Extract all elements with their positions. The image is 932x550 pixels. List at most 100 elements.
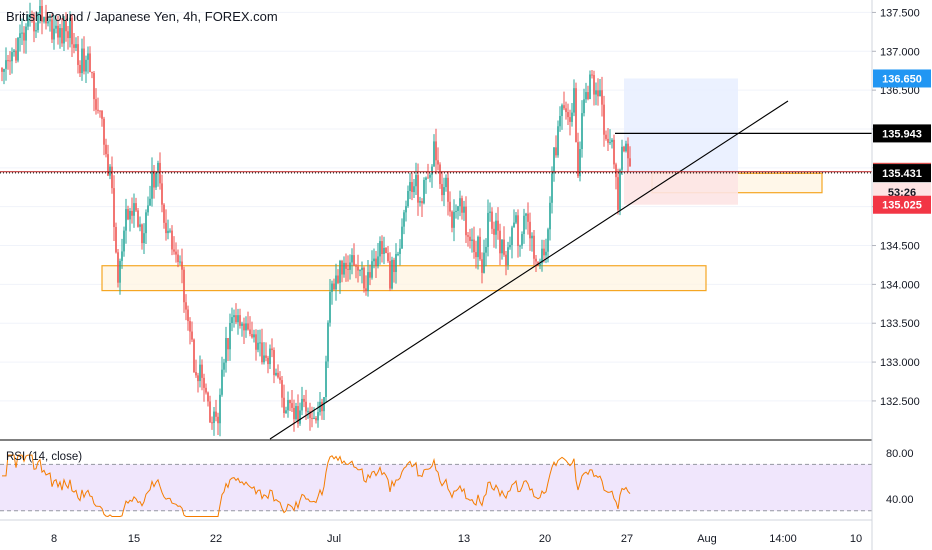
candle-body [65, 20, 67, 32]
candle-body [535, 258, 537, 262]
candle-body [301, 398, 303, 411]
candle [67, 25, 69, 50]
candle [85, 55, 87, 84]
candle-body [159, 162, 161, 184]
candle-body [305, 401, 307, 412]
candle-body [441, 184, 443, 196]
candle-body [475, 252, 477, 258]
candle-body [491, 211, 493, 229]
candle [353, 243, 355, 266]
candle [369, 264, 371, 286]
candle [237, 308, 239, 335]
candle-body [591, 74, 593, 76]
candle [231, 307, 233, 332]
candle [35, 22, 37, 38]
candle-body [39, 5, 41, 14]
candle [427, 163, 429, 179]
candle [193, 338, 195, 374]
candle [467, 232, 469, 247]
candle-body [23, 32, 25, 41]
candle [261, 328, 263, 365]
candle [355, 263, 357, 279]
price-axis[interactable]: 137.500137.000136.500136.000135.500135.0… [871, 0, 932, 550]
rsi-band [0, 464, 872, 511]
candle-body [1, 67, 3, 72]
candle [123, 226, 125, 257]
candle-body [335, 275, 337, 290]
candle [597, 78, 599, 106]
candle [133, 193, 135, 228]
candle-body [565, 108, 567, 113]
candle [121, 238, 123, 269]
candle-body [115, 227, 117, 253]
candle [139, 216, 141, 232]
candle [463, 200, 465, 221]
candle-body [313, 417, 315, 419]
candle [415, 162, 417, 195]
time-axis[interactable]: 8 15 22 Jul 13 20 27 Aug 14:00 10 [51, 533, 862, 545]
price-tick-label: 132.500 [880, 396, 920, 408]
candle-body [541, 248, 543, 264]
candle [105, 138, 107, 158]
candle-body [221, 369, 223, 395]
candle-body [483, 252, 485, 273]
candle-body [359, 270, 361, 272]
candle-body [271, 348, 273, 351]
time-tick-label: 14:00 [769, 533, 797, 545]
candle-body [79, 64, 81, 74]
candle-body [433, 141, 435, 167]
rsi-tick-label: 40.00 [886, 494, 914, 506]
price-grid [0, 11, 872, 402]
candle [127, 205, 129, 221]
candle [533, 229, 535, 266]
candle-body [517, 215, 519, 246]
candle [503, 226, 505, 257]
price-label: 136.650 [873, 69, 931, 88]
candle [339, 259, 341, 294]
candle [183, 266, 185, 313]
candle [309, 402, 311, 431]
candle-body [267, 357, 269, 365]
candle-body [29, 14, 31, 19]
candle [255, 329, 257, 361]
candle-body [63, 20, 65, 44]
candle-body [153, 170, 155, 188]
candle [259, 329, 261, 357]
candle [581, 100, 583, 158]
candle-body [59, 28, 61, 38]
candle [391, 256, 393, 290]
candle-body [353, 255, 355, 266]
candle [589, 70, 591, 100]
candle-body [585, 92, 587, 100]
candle [197, 372, 199, 393]
candle [445, 174, 447, 192]
candle [575, 82, 577, 143]
time-tick-label: Jul [327, 533, 341, 545]
candle-body [605, 134, 607, 139]
candle [169, 228, 171, 234]
candle [431, 164, 433, 188]
candle-body [503, 239, 505, 255]
candle-body [363, 267, 365, 289]
candle [175, 242, 177, 263]
candle [381, 235, 383, 263]
price-label: 135.943 [873, 124, 931, 143]
candle [387, 245, 389, 263]
candle-body [317, 412, 319, 421]
candle [401, 218, 403, 250]
candle [547, 227, 549, 263]
candle-body [495, 220, 497, 235]
candle-body [361, 267, 363, 271]
candle [421, 198, 423, 218]
candle-body [283, 397, 285, 414]
candle-body [367, 272, 369, 292]
time-tick-label: 8 [51, 533, 57, 545]
candle-body [27, 18, 29, 27]
candle-body [203, 377, 205, 388]
candle-body [35, 30, 37, 32]
candle [103, 116, 105, 156]
candle-body [139, 224, 141, 227]
candle [525, 212, 527, 230]
candle-body [211, 422, 213, 424]
